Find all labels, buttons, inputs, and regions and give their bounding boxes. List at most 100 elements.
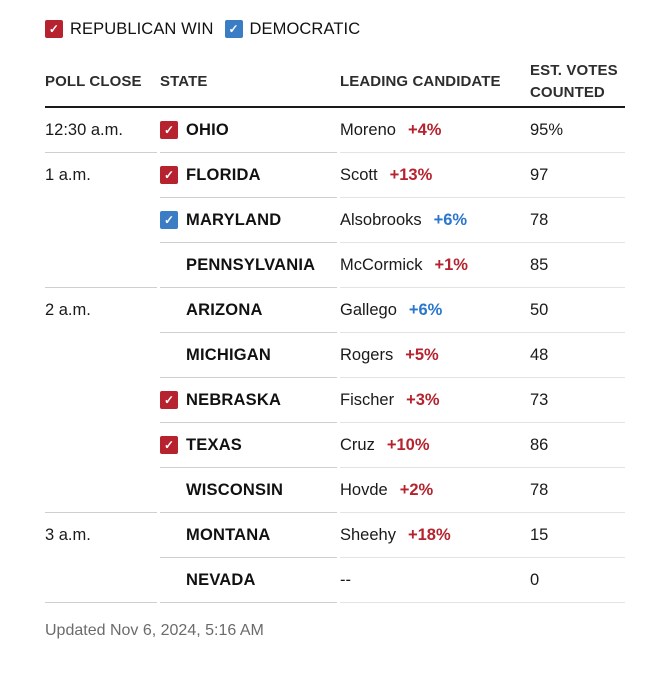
candidate-name: McCormick xyxy=(340,255,423,274)
legend-republican-label: REPUBLICAN WIN xyxy=(70,19,214,38)
candidate-name: Gallego xyxy=(340,300,397,319)
state-label: NEVADA xyxy=(186,570,256,589)
state-cell: ✓ TEXAS xyxy=(160,423,337,468)
margin-value: +18% xyxy=(407,525,451,544)
poll-close-cell xyxy=(45,378,157,423)
candidate-cell: Moreno +4% xyxy=(340,108,530,153)
poll-close-cell xyxy=(45,558,157,603)
state-label: NEBRASKA xyxy=(186,390,282,409)
table-body: 12:30 a.m. ✓ OHIO Moreno +4% 95% 1 a.m. … xyxy=(45,108,625,603)
state-cell: ✓ MONTANA xyxy=(160,513,337,558)
votes-cell: 15 xyxy=(530,513,625,558)
winner-check-icon: ✓ xyxy=(160,436,178,454)
table-row: ✓ NEVADA -- 0 xyxy=(45,558,625,603)
margin-value: +6% xyxy=(408,300,443,319)
state-label: TEXAS xyxy=(186,435,243,454)
margin-value: +6% xyxy=(433,210,468,229)
candidate-name: Rogers xyxy=(340,345,394,364)
winner-check-icon: ✓ xyxy=(160,121,178,139)
candidate-cell: Cruz +10% xyxy=(340,423,530,468)
poll-close-cell: 3 a.m. xyxy=(45,525,91,544)
candidate-name: Sheehy xyxy=(340,525,396,544)
state-cell: ✓ ARIZONA xyxy=(160,288,337,333)
updated-timestamp: Updated Nov 6, 2024, 5:16 AM xyxy=(45,622,264,639)
margin-value: +13% xyxy=(389,165,433,184)
winner-check-icon: ✓ xyxy=(160,391,178,409)
state-label: WISCONSIN xyxy=(186,480,284,499)
header-est-votes-counted: EST. VOTES COUNTED xyxy=(530,61,618,101)
republican-win-check-icon: ✓ xyxy=(45,20,63,38)
table-row: ✓ NEBRASKA Fischer +3% 73 xyxy=(45,378,625,423)
header-poll-close: POLL CLOSE xyxy=(45,72,142,90)
state-label: MICHIGAN xyxy=(186,345,272,364)
candidate-cell: Gallego +6% xyxy=(340,288,530,333)
candidate-cell: McCormick +1% xyxy=(340,243,530,288)
votes-cell: 0 xyxy=(530,558,625,603)
margin-value: +3% xyxy=(406,390,440,409)
candidate-name: Moreno xyxy=(340,120,396,139)
candidate-cell: Alsobrooks +6% xyxy=(340,198,530,243)
poll-close-cell xyxy=(45,468,157,513)
state-label: FLORIDA xyxy=(186,165,261,184)
table-row: 1 a.m. ✓ FLORIDA Scott +13% 97 xyxy=(45,153,625,198)
legend-democratic-label: DEMOCRATIC xyxy=(249,19,361,38)
state-label: ARIZONA xyxy=(186,300,263,319)
state-cell: ✓ WISCONSIN xyxy=(160,468,337,513)
poll-close-cell: 1 a.m. xyxy=(45,165,91,184)
candidate-name: Hovde xyxy=(340,480,388,499)
header-state: STATE xyxy=(160,72,208,90)
state-cell: ✓ MICHIGAN xyxy=(160,333,337,378)
votes-cell: 85 xyxy=(530,243,625,288)
state-cell: ✓ PENNSYLVANIA xyxy=(160,243,337,288)
margin-value: +1% xyxy=(434,255,468,274)
state-cell: ✓ OHIO xyxy=(160,108,337,153)
table-header: POLL CLOSE STATE LEADING CANDIDATE EST. … xyxy=(45,57,625,108)
poll-close-cell xyxy=(45,423,157,468)
candidate-cell: -- xyxy=(340,558,530,603)
poll-close-cell: 2 a.m. xyxy=(45,300,91,319)
state-cell: ✓ MARYLAND xyxy=(160,198,337,243)
table-row: 2 a.m. ✓ ARIZONA Gallego +6% 50 xyxy=(45,288,625,333)
votes-cell: 78 xyxy=(530,468,625,513)
candidate-name: Scott xyxy=(340,165,378,184)
candidate-name: Fischer xyxy=(340,390,395,409)
candidate-cell: Fischer +3% xyxy=(340,378,530,423)
table-row: 3 a.m. ✓ MONTANA Sheehy +18% 15 xyxy=(45,513,625,558)
table-row: ✓ WISCONSIN Hovde +2% 78 xyxy=(45,468,625,513)
candidate-cell: Sheehy +18% xyxy=(340,513,530,558)
table-row: ✓ PENNSYLVANIA McCormick +1% 85 xyxy=(45,243,625,288)
winner-check-icon: ✓ xyxy=(160,166,178,184)
state-cell: ✓ NEVADA xyxy=(160,558,337,603)
candidate-cell: Hovde +2% xyxy=(340,468,530,513)
state-label: MONTANA xyxy=(186,525,271,544)
candidate-name: -- xyxy=(340,570,351,589)
margin-value: +5% xyxy=(405,345,439,364)
table-row: ✓ MICHIGAN Rogers +5% 48 xyxy=(45,333,625,378)
state-cell: ✓ NEBRASKA xyxy=(160,378,337,423)
margin-value: +2% xyxy=(399,480,434,499)
votes-cell: 95% xyxy=(530,108,625,153)
poll-close-cell xyxy=(45,333,157,378)
votes-cell: 97 xyxy=(530,153,625,198)
poll-close-cell xyxy=(45,243,157,288)
poll-close-cell: 12:30 a.m. xyxy=(45,108,157,153)
votes-cell: 48 xyxy=(530,333,625,378)
votes-cell: 86 xyxy=(530,423,625,468)
state-label: OHIO xyxy=(186,120,229,139)
candidate-name: Cruz xyxy=(340,435,375,454)
votes-cell: 73 xyxy=(530,378,625,423)
table-row: 12:30 a.m. ✓ OHIO Moreno +4% 95% xyxy=(45,108,625,153)
state-label: PENNSYLVANIA xyxy=(186,255,316,274)
state-cell: ✓ FLORIDA xyxy=(160,153,337,198)
table-row: ✓ TEXAS Cruz +10% 86 xyxy=(45,423,625,468)
header-leading-candidate: LEADING CANDIDATE xyxy=(340,72,501,90)
margin-value: +10% xyxy=(386,435,430,454)
democratic-check-icon: ✓ xyxy=(224,20,243,38)
table-row: ✓ MARYLAND Alsobrooks +6% 78 xyxy=(45,198,625,243)
candidate-name: Alsobrooks xyxy=(340,210,422,229)
candidate-cell: Rogers +5% xyxy=(340,333,530,378)
winner-check-icon: ✓ xyxy=(160,211,178,229)
legend: ✓ REPUBLICAN WIN ✓ DEMOCRATIC xyxy=(45,18,625,40)
margin-value: +4% xyxy=(407,120,442,139)
